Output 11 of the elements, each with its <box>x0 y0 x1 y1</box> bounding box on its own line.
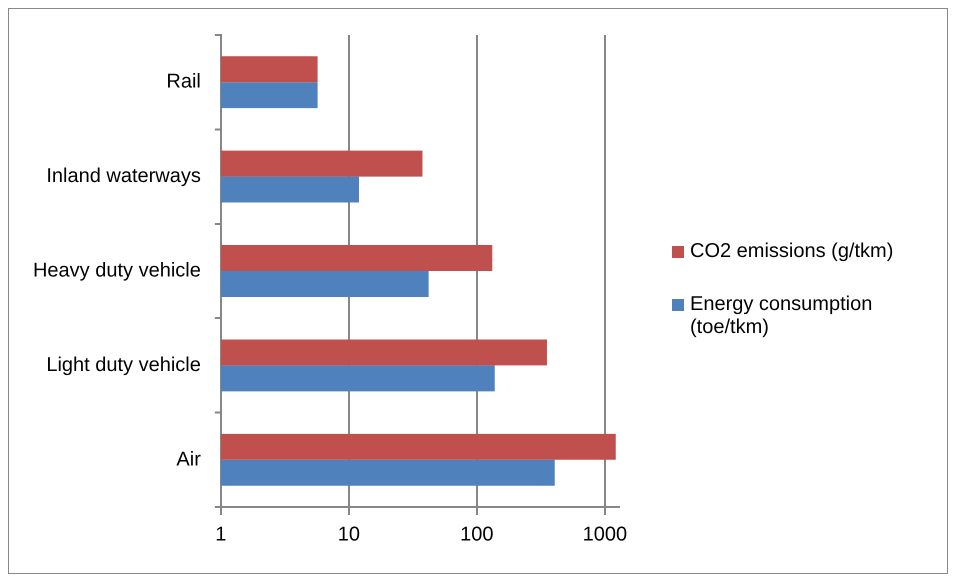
x-tick-label: 1 <box>215 524 226 546</box>
x-tick-label: 1000 <box>582 524 628 546</box>
x-tick-label: 10 <box>338 524 360 546</box>
y-tick-label: Heavy duty vehicle <box>32 260 201 282</box>
legend-label: CO2 emissions (g/tkm) <box>690 240 894 263</box>
legend-label: Energy consumption (toe/tkm) <box>690 293 874 339</box>
y-tick-label: Inland waterways <box>46 165 201 188</box>
y-tick-label: Air <box>176 448 202 470</box>
y-tick-label: Rail <box>166 70 201 93</box>
x-tick-label: 100 <box>460 524 494 546</box>
y-tick-label: Light duty vehicle <box>46 354 201 376</box>
